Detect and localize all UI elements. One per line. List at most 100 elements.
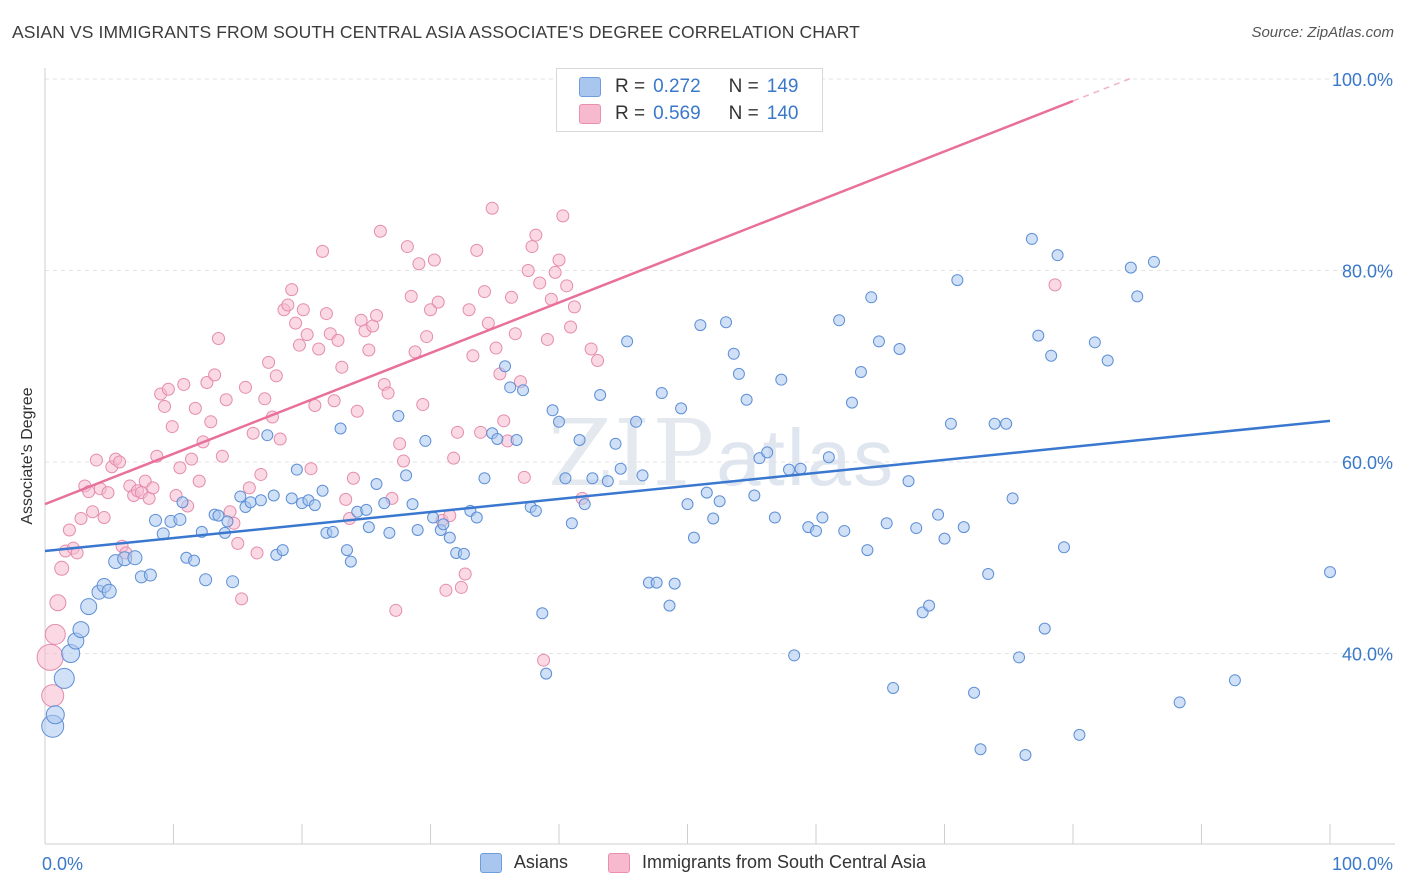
asian-point [621,335,634,348]
asian-point [1000,417,1013,430]
immigrant-point [397,454,411,468]
immigrant-point [439,583,453,597]
asian-point [173,512,187,526]
asian-point [748,489,761,502]
correlation-legend: R = 0.272 N = 149 R = 0.569 N = 140 [556,68,823,132]
asian-point [334,422,347,435]
legend-item-asians: Asians [479,852,568,873]
asian-point [244,496,257,509]
immigrant-point [560,279,574,293]
asian-point [344,555,357,568]
immigrant-point [200,376,214,390]
legend-item-immigrants: Immigrants from South Central Asia [607,852,927,873]
immigrant-point [447,451,461,465]
immigrant-point [381,386,395,400]
immigrant-point [525,240,539,254]
asian-point [1324,566,1336,579]
asian-point [149,513,163,527]
immigrant-point [49,594,67,612]
asian-point [221,515,234,528]
asian-point [176,496,189,509]
asian-point [517,384,530,397]
asian-point [974,743,987,756]
x-tick-label: 100.0% [1332,854,1393,874]
legend-n-value: 140 [766,103,799,124]
immigrant-point [470,243,484,257]
immigrant-point [454,580,468,594]
immigrant-point [389,603,403,617]
immigrant-point [427,253,441,267]
asian-point [982,568,995,581]
immigrant-point [540,332,554,346]
immigrant-point [246,426,260,440]
legend-label-immigrants: Immigrants from South Central Asia [641,852,927,872]
asian-point [308,499,321,512]
y-tick-label: 40.0% [1342,645,1393,665]
asian-point [212,509,225,522]
immigrant-point [177,377,191,391]
asian-point [1051,249,1064,262]
asian-point [80,598,98,616]
asian-point [101,583,117,599]
immigrant-point [97,511,111,525]
asian-point [923,599,936,612]
immigrant-point [188,401,202,415]
immigrant-point [36,643,64,671]
asian-point [573,433,586,446]
asian-point [655,387,668,400]
immigrant-point [250,546,264,560]
asian-point [732,367,745,380]
legend-swatch-pink [579,104,601,124]
immigrant-point [62,523,76,537]
immigrant-point [281,298,295,312]
immigrant-point [204,415,218,429]
asian-point [504,381,517,394]
immigrant-point [208,368,222,382]
asian-point [510,433,523,446]
asian-point [546,404,559,417]
asian-point [565,517,578,530]
y-tick-label: 100.0% [1332,70,1393,90]
asian-point [713,495,726,508]
asian-point [816,511,829,524]
asian-point [491,433,504,446]
asian-point [1006,492,1019,505]
immigrant-point [74,511,88,525]
immigrant-point [262,355,276,369]
immigrant-point [416,398,430,412]
immigrant-point [548,265,562,279]
asian-point [578,498,591,511]
immigrant-point [219,393,233,407]
asian-point [188,554,201,567]
immigrant-point [173,461,187,475]
y-axis-label: Associate's Degree [19,387,36,525]
asian-point [845,396,858,409]
immigrant-point [101,486,115,500]
asian-point [988,417,1001,430]
legend-swatch-blue [579,77,601,97]
asian-point [316,484,329,497]
asian-point [601,475,614,488]
immigrant-point [300,328,314,342]
legend-r-label: R = [615,76,646,97]
asian-point [383,526,396,539]
asian-point [636,469,649,482]
immigrant-point [485,201,499,215]
asian-point [499,360,512,373]
asian-point [267,489,280,502]
legend-r-value: 0.569 [653,103,701,124]
immigrant-point [285,283,299,297]
immigrant-point [192,474,206,488]
immigrant-point [273,432,287,446]
immigrant-point [335,360,349,374]
immigrant-point [370,309,384,323]
immigrant-point [393,437,407,451]
asian-point [1228,674,1241,687]
asian-point [370,478,383,491]
immigrant-point [242,481,256,495]
asian-point [45,705,65,725]
immigrant-point [474,425,488,439]
asian-point [529,504,542,517]
immigrant-trend-line [44,99,1074,506]
